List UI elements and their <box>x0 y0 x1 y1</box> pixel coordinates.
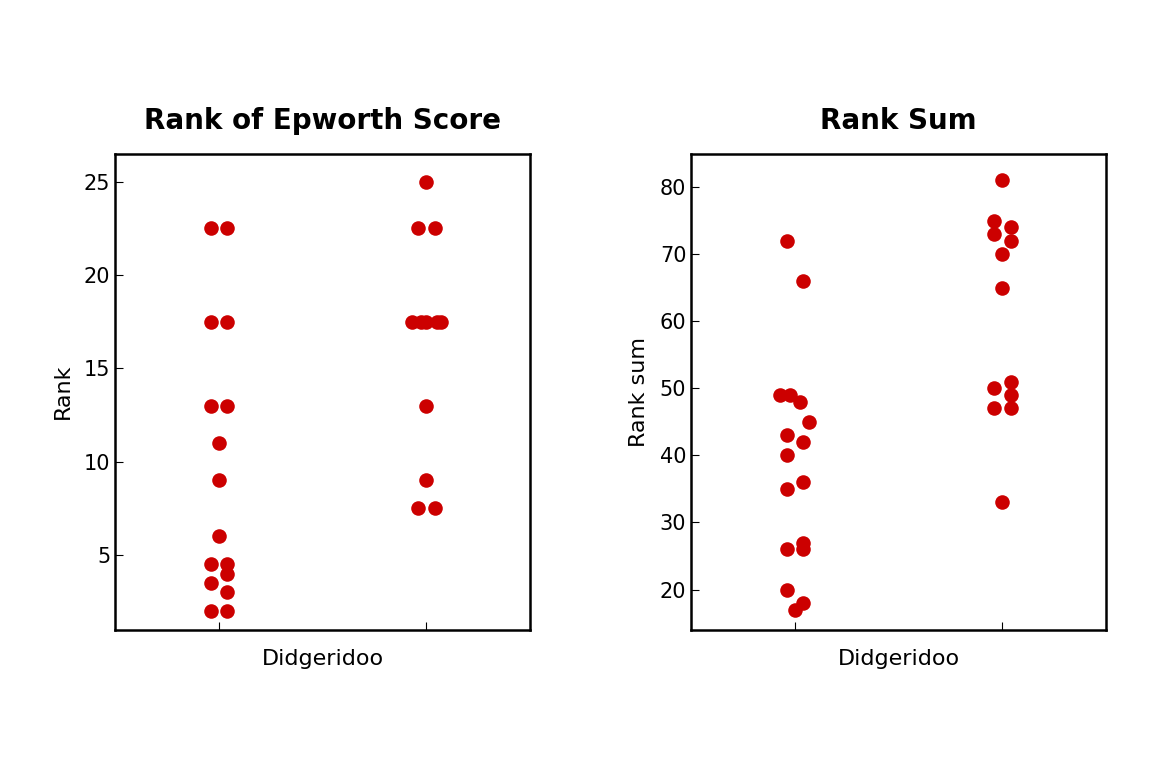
Point <box>985 402 1003 415</box>
Title: Rank Sum: Rank Sum <box>820 107 977 134</box>
Point <box>985 228 1003 240</box>
Point <box>425 222 444 234</box>
Point <box>202 577 220 589</box>
Point <box>202 605 220 617</box>
Point <box>786 604 804 616</box>
X-axis label: Didgeridoo: Didgeridoo <box>838 648 960 668</box>
Point <box>218 568 236 580</box>
Point <box>993 174 1011 187</box>
Y-axis label: Rank: Rank <box>53 364 73 419</box>
Point <box>771 389 789 401</box>
Point <box>1001 235 1020 247</box>
Point <box>218 316 236 328</box>
Point <box>202 316 220 328</box>
Point <box>202 558 220 571</box>
Point <box>417 474 435 486</box>
Point <box>985 382 1003 395</box>
X-axis label: Didgeridoo: Didgeridoo <box>262 648 384 668</box>
Point <box>210 474 228 486</box>
Point <box>210 437 228 449</box>
Point <box>778 429 796 442</box>
Point <box>778 483 796 495</box>
Point <box>218 605 236 617</box>
Point <box>417 316 435 328</box>
Point <box>202 222 220 234</box>
Point <box>409 502 427 515</box>
Point <box>780 389 798 401</box>
Point <box>993 282 1011 294</box>
Point <box>801 415 819 428</box>
Point <box>1001 402 1020 415</box>
Point <box>778 584 796 596</box>
Point <box>790 396 809 408</box>
Point <box>218 558 236 571</box>
Point <box>417 399 435 412</box>
Point <box>794 597 812 609</box>
Point <box>985 214 1003 227</box>
Point <box>218 586 236 598</box>
Point <box>794 536 812 548</box>
Point <box>778 235 796 247</box>
Point <box>778 449 796 462</box>
Point <box>417 175 435 187</box>
Point <box>778 543 796 555</box>
Point <box>1001 376 1020 388</box>
Point <box>993 248 1011 260</box>
Point <box>218 399 236 412</box>
Point <box>794 435 812 448</box>
Point <box>218 222 236 234</box>
Point <box>210 530 228 542</box>
Point <box>425 502 444 515</box>
Point <box>402 316 420 328</box>
Point <box>1001 389 1020 401</box>
Point <box>202 399 220 412</box>
Point <box>432 316 450 328</box>
Point <box>794 275 812 287</box>
Point <box>412 316 431 328</box>
Y-axis label: Rank sum: Rank sum <box>629 336 649 447</box>
Point <box>993 496 1011 508</box>
Point <box>409 222 427 234</box>
Title: Rank of Epworth Score: Rank of Epworth Score <box>144 107 501 134</box>
Point <box>794 543 812 555</box>
Point <box>427 316 446 328</box>
Point <box>794 476 812 488</box>
Point <box>1001 221 1020 233</box>
